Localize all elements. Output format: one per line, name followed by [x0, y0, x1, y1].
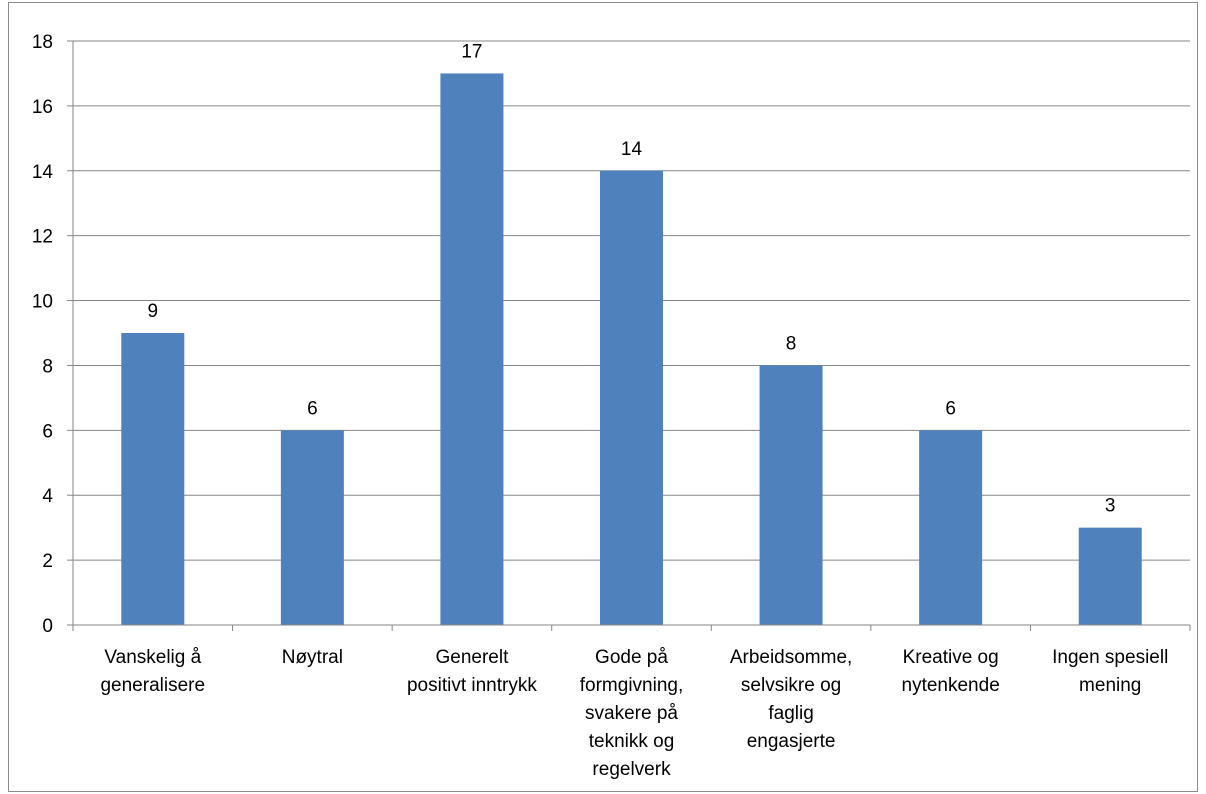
x-tick-label: Kreative og nytenkende — [902, 647, 1000, 696]
data-label: 6 — [945, 398, 956, 419]
bar — [440, 73, 504, 625]
bar — [1078, 527, 1142, 625]
x-tick-label-line: Ingen spesiell — [1052, 647, 1168, 668]
data-label: 17 — [461, 41, 482, 62]
x-tick-label: Generelt positivt inntrykk — [407, 647, 537, 696]
x-tick-label-line: svakere på — [585, 703, 678, 724]
x-tick-label-line: engasjerte — [747, 731, 836, 752]
x-tick-label: Arbeidsomme, selvsikre og faglig engasjerte — [730, 647, 853, 752]
x-tick-label-line: Generelt — [435, 647, 509, 668]
y-tick-label: 4 — [42, 486, 53, 507]
bar — [759, 365, 823, 625]
y-tick-label: 8 — [42, 356, 53, 377]
x-tick-label-line: Nøytral — [282, 647, 343, 668]
x-tick-label-line: mening — [1079, 675, 1141, 696]
data-label: 8 — [786, 333, 797, 354]
x-tick-label-line: Kreative og — [903, 647, 999, 668]
data-label: 14 — [621, 139, 643, 160]
y-tick-label: 6 — [42, 421, 53, 442]
x-tick-label-line: selvsikre og — [741, 675, 841, 696]
bar — [600, 170, 663, 625]
bar — [280, 430, 344, 625]
x-tick-label-line: regelverk — [592, 759, 671, 780]
y-tick-label: 0 — [42, 616, 53, 637]
y-tick-label: 2 — [42, 551, 53, 572]
x-tick-label-line: nytenkende — [902, 675, 1000, 696]
x-tick-label-line: Gode på — [595, 647, 668, 668]
x-tick-label: Nøytral — [282, 647, 343, 668]
x-tick-label-line: generalisere — [100, 675, 205, 696]
x-tick-label: Vanskelig å generalisere — [100, 647, 205, 696]
y-tick-label: 16 — [32, 97, 53, 118]
y-tick-label: 12 — [32, 227, 53, 248]
x-tick-label-line: positivt inntrykk — [407, 675, 537, 696]
y-tick-label: 10 — [32, 292, 53, 313]
x-tick-label: Ingen spesiell mening — [1052, 647, 1168, 696]
bar — [919, 430, 983, 625]
y-tick-label: 14 — [32, 162, 54, 183]
x-tick-label-line: teknikk og — [589, 731, 675, 752]
x-tick-label-line: Arbeidsomme, — [730, 647, 853, 668]
data-label: 6 — [307, 398, 318, 419]
x-tick-label-line: faglig — [768, 703, 813, 724]
data-label: 9 — [147, 301, 158, 322]
x-tick-label: Gode på formgivning, svakere på teknikk og r… — [580, 647, 684, 780]
x-tick-label-line: formgivning, — [580, 675, 684, 696]
x-tick-label-line: Vanskelig å — [104, 647, 201, 668]
y-tick-label: 18 — [32, 32, 53, 53]
data-label: 3 — [1105, 496, 1116, 517]
bar — [121, 333, 185, 625]
